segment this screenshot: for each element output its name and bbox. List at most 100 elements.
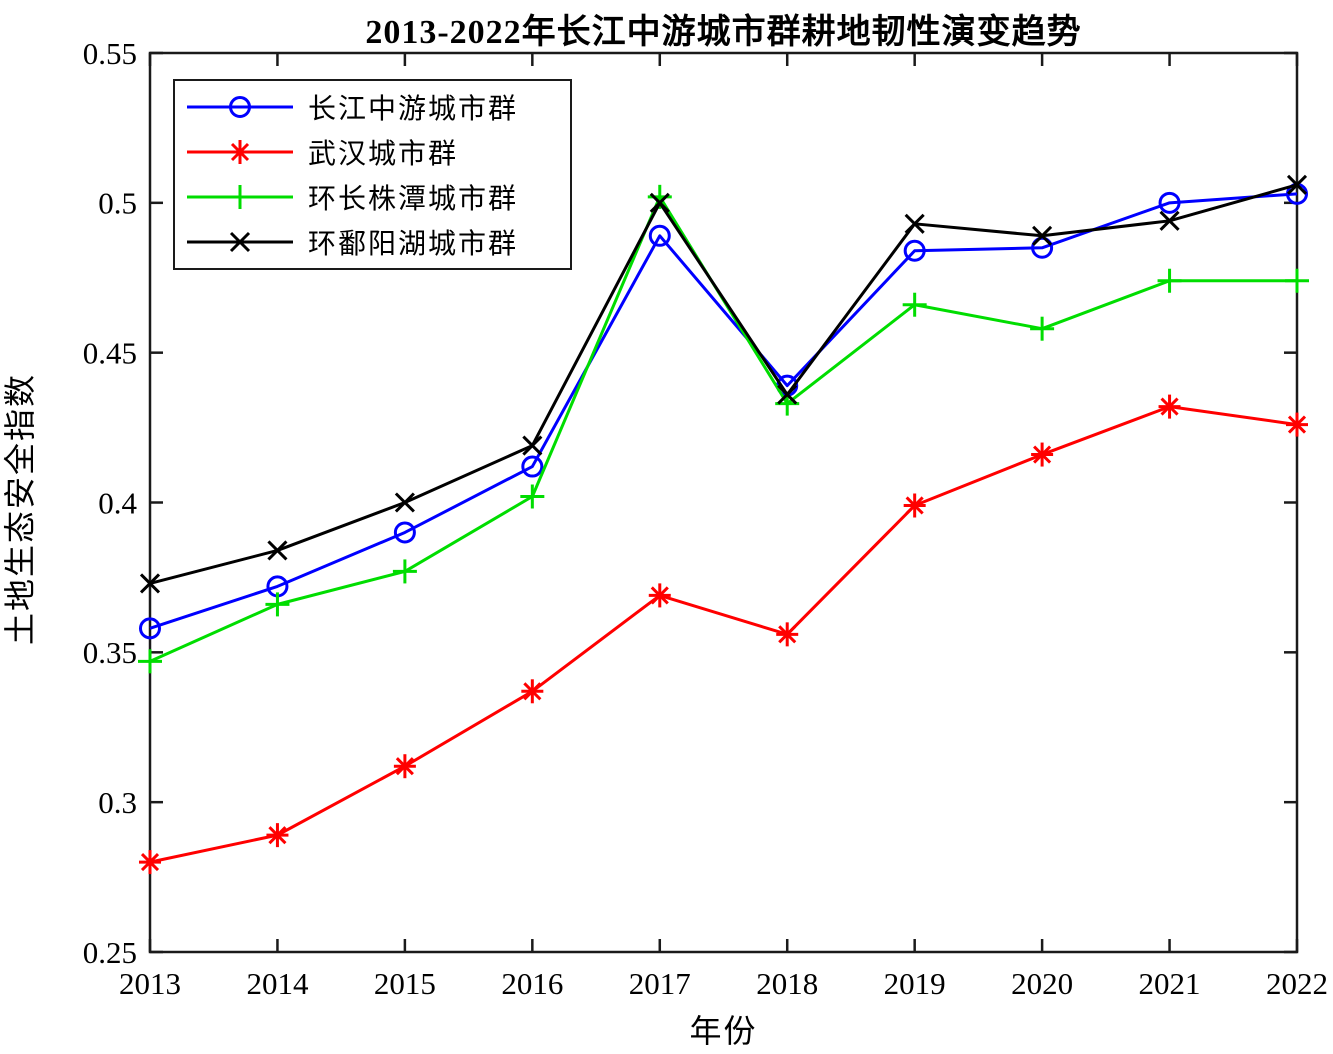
plus-marker	[392, 559, 417, 584]
circle-marker	[648, 224, 671, 247]
asterisk-marker	[1031, 442, 1054, 467]
circle-marker	[139, 617, 161, 640]
circle-marker	[393, 521, 416, 544]
x-axis-label: 年份	[689, 1013, 758, 1049]
x-tick-label: 2018	[756, 966, 818, 1001]
asterisk-marker	[648, 583, 671, 608]
asterisk-marker	[521, 679, 544, 704]
legend-item-0: 长江中游城市群	[185, 87, 570, 127]
asterisk-marker	[1158, 394, 1181, 419]
y-tick-label: 0.45	[83, 336, 137, 371]
circle-marker	[521, 455, 544, 478]
marker-shape	[1032, 225, 1053, 246]
marker-shape	[139, 573, 161, 594]
x-tick-label: 2013	[119, 966, 181, 1001]
legend-item-1: 武汉城市群	[185, 132, 570, 172]
marker-shape	[1159, 210, 1180, 231]
legend-label: 环鄱阳湖城市群	[308, 228, 519, 260]
marker-shape	[395, 757, 414, 776]
marker-shape	[1031, 236, 1054, 259]
legend-item-3: 环鄱阳湖城市群	[185, 222, 570, 262]
legend-label: 长江中游城市群	[308, 94, 519, 126]
marker-shape	[267, 540, 288, 561]
marker-shape	[1160, 397, 1179, 416]
plus-legend-swatch-icon	[187, 184, 293, 209]
marker-shape	[649, 192, 670, 213]
marker-shape	[393, 521, 416, 544]
x-tick-label: 2014	[246, 966, 309, 1001]
x-tick-label: 2016	[501, 966, 563, 1001]
x-marker	[1159, 210, 1180, 231]
circle-marker	[1158, 191, 1181, 214]
asterisk-marker	[229, 140, 251, 165]
marker-shape	[648, 224, 671, 247]
x-marker	[1286, 174, 1308, 195]
x-marker	[394, 492, 415, 513]
x-marker	[904, 213, 925, 234]
plus-marker	[228, 184, 252, 209]
x-marker	[1032, 225, 1053, 246]
x-marker	[229, 231, 251, 252]
marker-shape	[1158, 191, 1181, 214]
series-line-3	[149, 183, 1298, 585]
x-marker	[777, 384, 798, 405]
plus-marker	[520, 484, 545, 509]
plus-marker	[1157, 268, 1182, 293]
marker-shape	[139, 617, 161, 640]
y-tick-label: 0.3	[98, 785, 137, 820]
x-marker	[522, 435, 543, 456]
marker-shape	[1033, 445, 1052, 464]
asterisk-marker	[393, 754, 416, 779]
y-tick-label: 0.55	[83, 36, 137, 71]
x-tick-label: 2019	[884, 966, 946, 1001]
marker-shape	[521, 455, 544, 478]
circle-marker	[229, 96, 251, 119]
x-tick-label: 2017	[629, 966, 691, 1001]
plus-marker	[1285, 268, 1309, 293]
x-marker	[649, 192, 670, 213]
y-tick-label: 0.35	[83, 635, 137, 670]
series-line-1	[149, 405, 1298, 864]
x-tick-label: 2020	[1011, 966, 1073, 1001]
x-legend-swatch-icon	[187, 231, 293, 252]
marker-shape	[777, 384, 798, 405]
y-tick-label: 0.4	[98, 485, 137, 520]
x-tick-label: 2015	[374, 966, 436, 1001]
y-tick-label: 0.25	[83, 935, 137, 970]
legend: 长江中游城市群武汉城市群环长株潭城市群 环鄱阳湖城市群	[173, 79, 572, 270]
y-tick-label: 0.5	[98, 186, 137, 221]
circle-marker	[903, 239, 926, 262]
asterisk-marker	[266, 823, 289, 848]
circle-marker	[1031, 236, 1054, 259]
x-marker	[139, 573, 161, 594]
asterisk-marker	[1286, 412, 1308, 437]
x-tick-label: 2021	[1139, 966, 1201, 1001]
plus-marker	[1030, 316, 1055, 341]
marker-shape	[268, 826, 287, 845]
marker-shape	[230, 143, 250, 162]
plus-marker	[902, 292, 927, 317]
series-line-0	[149, 192, 1298, 630]
plus-marker	[265, 592, 290, 617]
marker-shape	[904, 213, 925, 234]
asterisk-marker	[139, 850, 161, 875]
marker-shape	[229, 96, 251, 119]
marker-shape	[1286, 174, 1308, 195]
asterisk-marker	[776, 622, 799, 647]
legend-item-2: 环长株潭城市群	[185, 177, 570, 217]
marker-shape	[522, 435, 543, 456]
marker-shape	[523, 682, 542, 701]
marker-shape	[1287, 415, 1307, 434]
chart-title: 2013-2022年长江中游城市群耕地韧性演变趋势	[365, 14, 1082, 51]
asterisk-legend-swatch-icon	[187, 140, 293, 165]
plus-marker	[138, 649, 162, 674]
marker-shape	[778, 625, 797, 644]
legend-label: 环长株潭城市群	[308, 183, 519, 215]
marker-shape	[140, 853, 160, 872]
marker-shape	[650, 586, 669, 605]
circle-legend-swatch-icon	[187, 96, 293, 119]
marker-shape	[903, 239, 926, 262]
marker-shape	[905, 496, 924, 515]
